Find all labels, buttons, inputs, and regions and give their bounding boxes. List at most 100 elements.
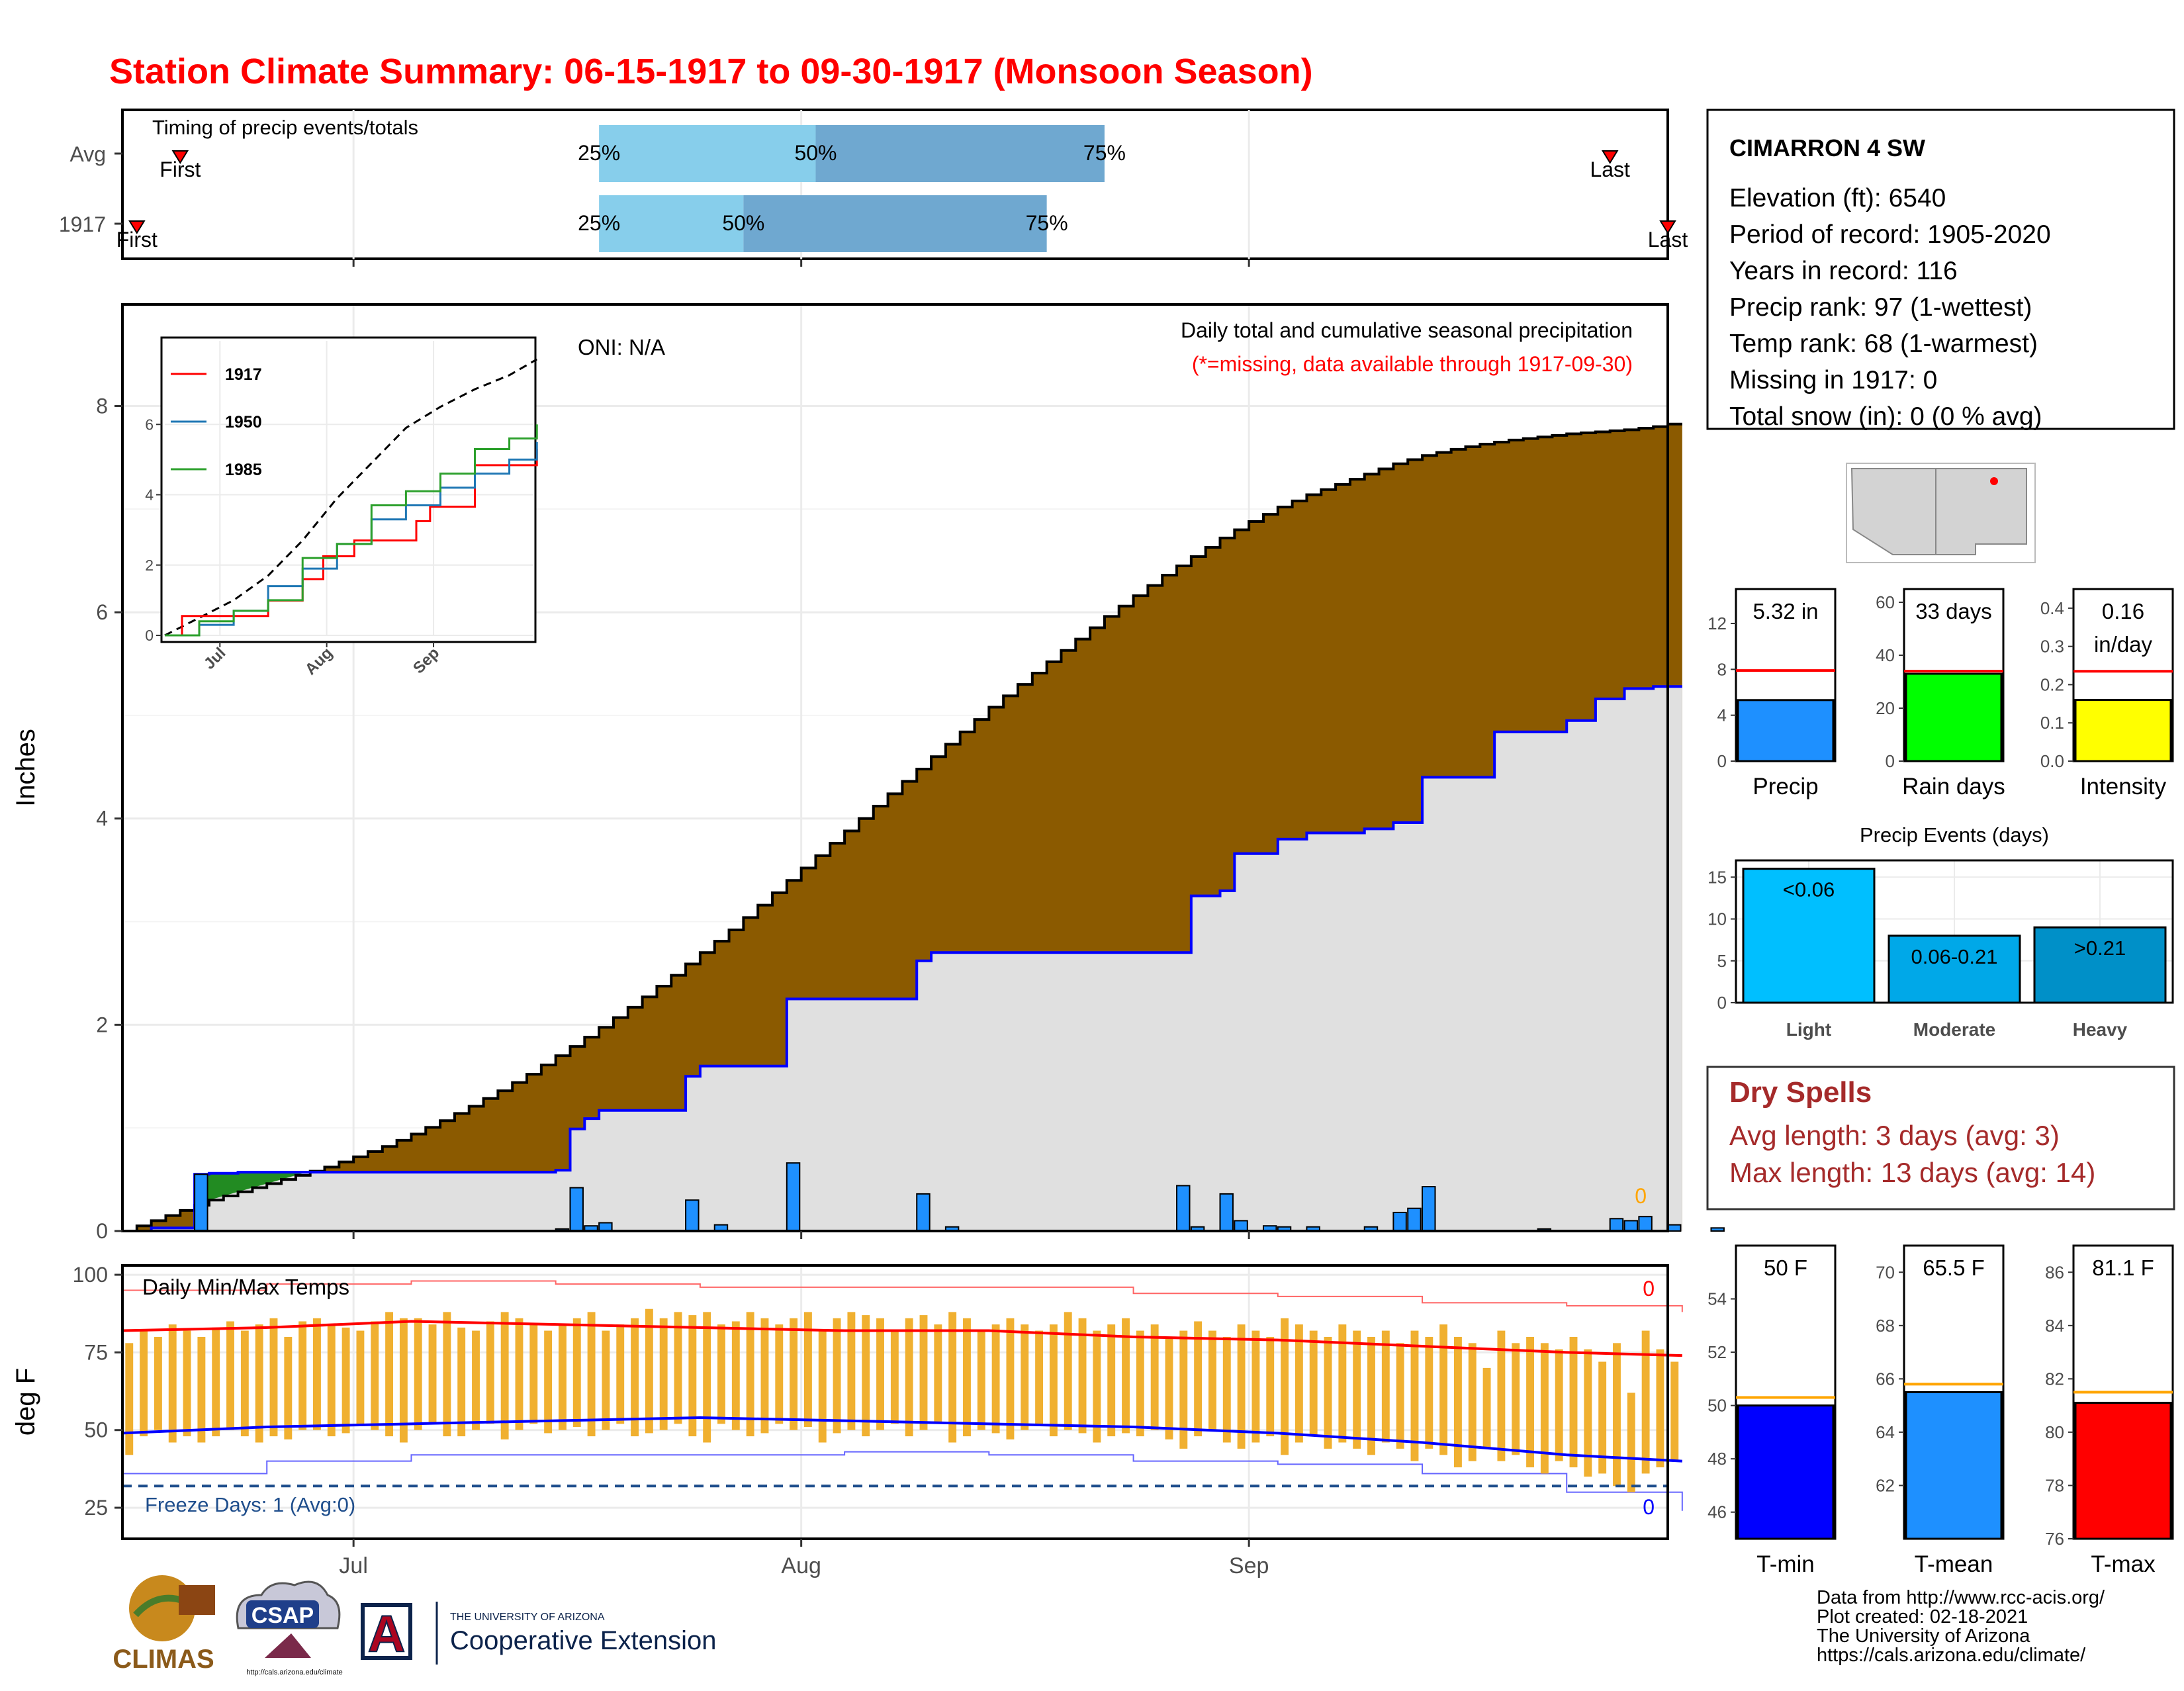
daily-temp-range-bar [1251, 1330, 1260, 1443]
daily-temp-range-bar [1222, 1336, 1231, 1443]
summary-chart-intensity: 0.16 in/day 0.0 0.1 0.2 0.3 0.4 Intensity [2040, 588, 2174, 800]
daily-temp-range-bar [1540, 1343, 1549, 1474]
timing-p50-label-0: 50% [794, 141, 837, 165]
summary-y-tick-label-5: 86 [2045, 1262, 2064, 1282]
timing-bars: 25% 50% 75% First Last 25% 50% 75% First Last [116, 125, 1688, 267]
daily-temp-range-bar [890, 1330, 899, 1424]
precip-y-tick-label-1: 2 [96, 1013, 108, 1036]
summary-y-tick-label-3: 12 [1707, 614, 1727, 633]
daily-temp-range-bar [1425, 1336, 1433, 1449]
summary-value-label-line1: 0.16 [2102, 599, 2144, 623]
daily-precip-bar [569, 1187, 584, 1232]
summary-value-label: 65.5 F [1923, 1256, 1985, 1280]
event-bar-label-2: >0.21 [2074, 937, 2126, 960]
last-event-label-0: Last [1590, 158, 1630, 181]
record-max-line [122, 1280, 1683, 1312]
daily-temp-range-bar [183, 1330, 191, 1437]
daily-temp-range-bar [1497, 1330, 1506, 1461]
temp-axes: 25 50 75 100 Jul Aug Sep [73, 1263, 1269, 1578]
period-of-record: Period of record: 1905-2020 [1729, 220, 2051, 249]
inset-y-tick-label-1: 2 [145, 557, 154, 574]
new-mexico-shape [1935, 468, 2027, 555]
missing-days: Missing in 1917: 0 [1729, 366, 1937, 394]
station-info-box: CIMARRON 4 SW Elevation (ft): 6540 Perio… [1706, 109, 2175, 431]
climas-logo: CLIMAS [113, 1575, 215, 1674]
avg-min-temp-line [122, 1416, 1682, 1463]
csap-mountain-icon [265, 1633, 311, 1658]
daily-temp-range-bar [760, 1318, 769, 1434]
daily-temp-range-bar [703, 1312, 711, 1443]
precip-y-axis-label: Inches [11, 729, 40, 807]
daily-temp-range-bar [1338, 1324, 1347, 1443]
daily-temp-range-bar [558, 1324, 567, 1430]
daily-temp-range-bar [472, 1330, 480, 1430]
summary-value-bar [1737, 1404, 1835, 1540]
arizona-shape [1850, 468, 1936, 555]
daily-temp-range-bar [327, 1324, 336, 1437]
csap-logo: CSAP http://cals.arizona.edu/climate [236, 1580, 343, 1676]
summary-y-tick-label-3: 60 [1876, 592, 1895, 612]
summary-chart-title: Rain days [1902, 774, 2005, 800]
total-snow: Total snow (in): 0 (0 % avg) [1729, 402, 2042, 431]
last-event-label-1: Last [1648, 228, 1688, 251]
summary-value-bar [2074, 1402, 2172, 1540]
summary-y-tick-label-3: 0.3 [2040, 637, 2064, 657]
timing-row-label-avg: Avg [69, 142, 106, 166]
daily-temp-range-bar [1266, 1336, 1275, 1437]
daily-temp-range-bar [1093, 1330, 1101, 1443]
footer-data-source: Data from http://www.rcc-acis.org/ [1817, 1587, 2105, 1608]
summary-value-label: 33 days [1915, 599, 1992, 623]
daily-temp-range-bar [255, 1324, 263, 1443]
temp-y-axis-label: deg F [11, 1368, 40, 1436]
climas-logo-text: CLIMAS [113, 1645, 214, 1674]
summary-y-tick-label-0: 0 [1717, 751, 1727, 771]
precip-chart: 0 2 4 6 8 Inches ONI: N/A Daily total and cu… [11, 303, 1725, 1243]
daily-temp-range-bar [616, 1324, 625, 1424]
daily-temp-range-bar [948, 1312, 957, 1443]
daily-precip-bar [1609, 1218, 1624, 1232]
daily-temp-range-bar [428, 1324, 437, 1424]
daily-temp-range-bar [659, 1318, 668, 1430]
daily-temp-range-bar [341, 1327, 350, 1434]
temp-x-tick-label-0: Jul [339, 1553, 367, 1578]
daily-temp-range-bar [991, 1324, 1000, 1434]
event-bar-label-1: 0.06-0.21 [1911, 945, 1998, 968]
daily-precip-bar [1234, 1220, 1248, 1232]
summary-y-tick-label-0: 76 [2045, 1529, 2064, 1549]
timing-title: Timing of precip events/totals [152, 116, 418, 139]
summary-y-tick-label-0: 0.0 [2040, 751, 2064, 771]
daily-temp-range-bar [1468, 1343, 1477, 1461]
daily-precip-bar [1422, 1186, 1436, 1232]
daily-temp-range-bar [168, 1324, 177, 1443]
daily-temp-range-bar [1208, 1330, 1216, 1430]
daily-temp-range-bar [1670, 1361, 1679, 1461]
temp-plot-frame [121, 1264, 1669, 1540]
daily-temp-range-bar [385, 1312, 394, 1437]
daily-temp-range-bar [154, 1336, 162, 1430]
daily-temp-range-bar [1150, 1324, 1159, 1430]
temp-y-tick-label-0: 25 [84, 1496, 108, 1520]
summary-y-tick-label-2: 80 [2045, 1422, 2064, 1442]
daily-temp-range-bar [1006, 1318, 1015, 1440]
timing-row-label-1917: 1917 [59, 212, 106, 236]
cumulative-1917-area [122, 686, 1682, 1231]
precip-annotation: Daily total and cumulative seasonal prec… [1181, 318, 1633, 342]
daily-temp-range-bar [674, 1312, 682, 1424]
daily-temp-range-bar [717, 1324, 725, 1424]
dry-spells-avg: Avg length: 3 days (avg: 3) [1729, 1120, 2060, 1151]
daily-temp-range-bar [313, 1318, 321, 1430]
events-y-tick-label-2: 10 [1707, 909, 1727, 929]
dry-spells-frame [1706, 1066, 2175, 1211]
dry-spells-title: Dry Spells [1729, 1076, 1872, 1109]
daily-temp-range-bar [1165, 1336, 1173, 1440]
first-event-label-0: First [159, 158, 201, 181]
daily-temp-range-bar [1569, 1336, 1578, 1468]
daily-temp-range-bar [602, 1330, 610, 1430]
ua-logo-line2: Cooperative Extension [450, 1626, 716, 1655]
event-category-label-1: Moderate [1913, 1019, 1995, 1040]
daily-temp-range-bar [371, 1321, 379, 1430]
daily-temp-range-bar [688, 1315, 697, 1437]
daily-temp-range-bar [1641, 1330, 1650, 1474]
